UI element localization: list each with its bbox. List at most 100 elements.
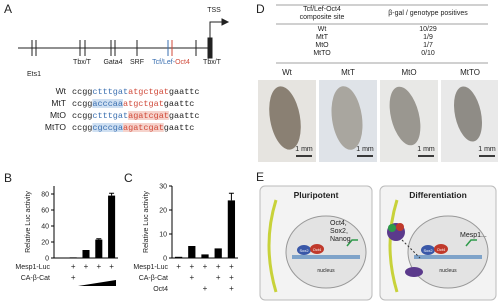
gene-diagram	[18, 18, 230, 59]
error-bar	[109, 192, 115, 196]
y-axis-label: Relative Luc activity	[143, 191, 150, 253]
complex-label: Sox2	[423, 248, 433, 253]
tss-label: TSS	[207, 7, 221, 14]
factor-label: Sox2,	[330, 228, 348, 235]
condition-mark: +	[216, 273, 221, 282]
target-label: Mesp1...	[460, 232, 487, 239]
bar	[201, 254, 209, 258]
embryo-label: Wt	[282, 68, 293, 77]
bar	[95, 239, 103, 258]
sequence-segment: gaattc	[169, 87, 200, 97]
y-tick-label: 20	[41, 240, 49, 247]
bar	[174, 256, 183, 258]
bar	[82, 250, 90, 258]
table-cell: MtO	[315, 42, 329, 49]
condition-name: Oct4	[153, 286, 168, 293]
scale-label: 1 mm	[478, 146, 496, 153]
condition-mark: +	[216, 262, 221, 271]
panel-label: D	[256, 2, 265, 16]
element-label: Tbx/T	[73, 59, 92, 66]
bar	[227, 200, 236, 258]
bar	[108, 195, 116, 258]
nucleus-label: nucleus	[317, 268, 335, 274]
condition-mark: +	[176, 262, 181, 271]
scale-label: 1 mm	[417, 146, 435, 153]
factor-label: Nanog	[330, 236, 351, 243]
sequence-segment: ccgg	[72, 99, 92, 109]
y-tick-label: 0	[163, 256, 167, 263]
sequence-segment: atgctgat	[128, 87, 169, 97]
bar	[214, 248, 222, 258]
bar	[188, 246, 196, 258]
table	[276, 4, 488, 64]
condition-mark: +	[229, 262, 234, 271]
sequence-name: MtTO	[45, 122, 66, 132]
y-tick-label: 30	[159, 184, 167, 191]
complex-label: Oct4	[313, 247, 322, 252]
bar-charts: B Relative Luc activity 0 20 40 60 80 Mesp1-Luc…	[4, 171, 238, 293]
condition-mark: +	[84, 262, 89, 271]
error-bar	[96, 238, 102, 240]
panel-label: E	[256, 170, 264, 184]
y-tick-label: 80	[41, 192, 49, 199]
condition-name: Mesp1-Luc	[133, 264, 168, 271]
element-label-part: Tcf/Lef-	[152, 59, 176, 66]
dose-triangle	[78, 280, 116, 286]
table-cell: MtTO	[313, 50, 331, 57]
sequence-highlight	[123, 123, 164, 132]
scale-label: 1 mm	[295, 146, 313, 153]
sequence-highlight	[92, 123, 123, 132]
error-bar	[228, 192, 234, 201]
element-label: Tcf/Lef-Oct4	[152, 59, 190, 66]
y-tick-label: 10	[159, 232, 167, 239]
table-cell: MtT	[316, 34, 329, 41]
table-cell: 1/7	[423, 42, 433, 49]
condition-mark: +	[71, 262, 76, 271]
table-header: Tcf/Lef-Oct4	[303, 6, 341, 13]
sequence-segment: atgctgat	[123, 99, 164, 109]
sequence-segment: gaattc	[169, 111, 200, 121]
condition-mark: +	[109, 262, 114, 271]
element-label: SRF	[130, 59, 144, 66]
y-tick-label: 40	[41, 224, 49, 231]
panel-label: C	[124, 171, 133, 185]
condition-name: CA-β-Cat	[139, 275, 168, 282]
table-cell: 1/9	[423, 34, 433, 41]
element-label: Ets1	[27, 71, 41, 78]
table-cell: 0/10	[421, 50, 435, 57]
table-cell: Wt	[318, 26, 327, 33]
box-title: Pluripotent	[294, 190, 339, 200]
sequence-segment: ccgg	[72, 87, 92, 97]
sequence-segment: cgccga	[92, 123, 123, 133]
complex-label: Oct4	[437, 247, 446, 252]
schematic	[259, 185, 497, 301]
sequence-segment: gaattc	[164, 99, 195, 109]
sequence-highlight	[92, 99, 123, 108]
condition-mark: +	[229, 273, 234, 282]
table-header: composite site	[300, 14, 345, 21]
sequence-segment: ctttgat	[92, 111, 128, 121]
bar	[69, 257, 77, 258]
panel-label: B	[4, 171, 12, 185]
condition-mark: +	[203, 262, 208, 271]
sequence-name: MtT	[51, 98, 66, 108]
sequence-segment: ccgg	[72, 111, 92, 121]
y-tick-label: 60	[41, 208, 49, 215]
factor-label: Oct4,	[330, 220, 347, 227]
embryo-label: MtT	[341, 68, 355, 77]
box-title: Differentiation	[409, 190, 467, 200]
sequence-name: MtO	[50, 110, 66, 120]
table-cell: 10/29	[419, 26, 437, 33]
y-axis-label: Relative Luc activity	[25, 191, 32, 253]
sequence-segment: gaattc	[164, 123, 195, 133]
sequence-segment: agatcgat	[123, 123, 164, 133]
sequence-segment: ctttgat	[92, 87, 128, 97]
complex-label: Sox2	[299, 248, 309, 253]
condition-mark: +	[189, 273, 194, 282]
scale-label: 1 mm	[356, 146, 374, 153]
nucleus-label: nucleus	[439, 268, 457, 274]
table-header: β-gal / genotype positives	[388, 10, 468, 17]
element-label: Gata4	[103, 59, 122, 66]
